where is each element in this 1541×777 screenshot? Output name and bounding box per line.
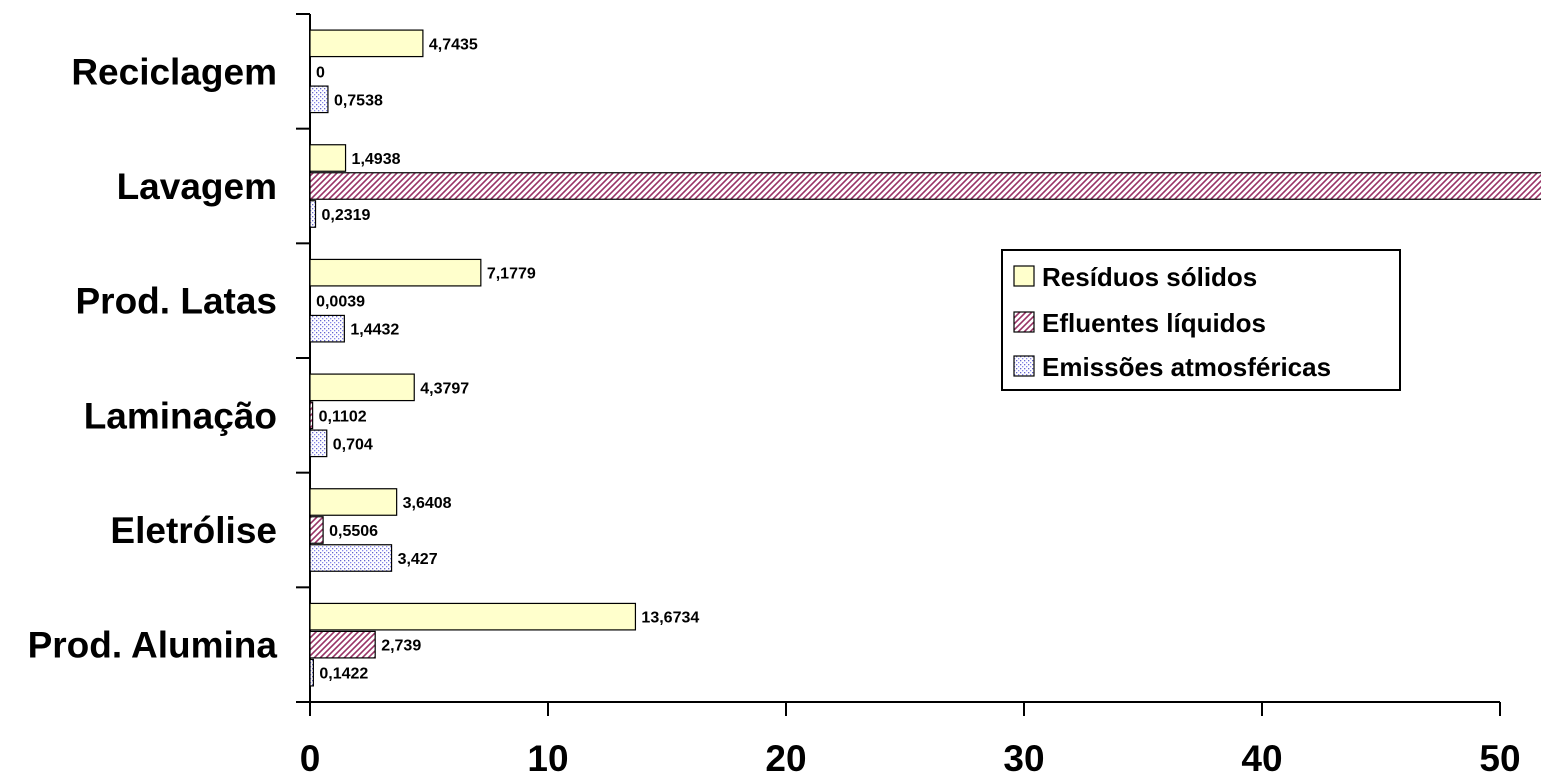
legend-label-series-0: Resíduos sólidos <box>1042 262 1257 292</box>
data-label: 3,427 <box>398 551 438 568</box>
bar <box>309 630 376 659</box>
data-label: 0,2319 <box>322 207 371 224</box>
bar <box>309 172 1541 200</box>
bar <box>309 314 345 343</box>
bar <box>309 602 637 631</box>
data-label: 1,4938 <box>352 151 401 168</box>
data-label: 0,1422 <box>319 666 368 683</box>
data-label: 0,5506 <box>329 523 378 540</box>
legend-box <box>1001 249 1401 391</box>
legend-label-series-1: Efluentes líquidos <box>1042 308 1266 338</box>
axes <box>296 13 1501 716</box>
bar <box>309 544 393 572</box>
data-label: 0,0039 <box>316 294 365 311</box>
bar <box>309 200 317 228</box>
category-label: Laminação <box>84 395 277 436</box>
data-label: 0,1102 <box>319 408 367 425</box>
data-label: 0,7538 <box>334 92 383 109</box>
category-label: Reciclagem <box>71 51 277 92</box>
data-label: 0,704 <box>333 436 373 453</box>
legend-swatch-series-2 <box>1013 355 1035 377</box>
data-label: 1,4432 <box>350 322 399 339</box>
category-label: Lavagem <box>117 166 277 207</box>
x-tick-label: 40 <box>1241 738 1282 777</box>
bar <box>309 658 314 687</box>
bar <box>309 373 415 402</box>
data-label: 2,739 <box>381 638 421 655</box>
category-label: Eletrólise <box>110 510 277 551</box>
bar <box>309 429 328 458</box>
bar <box>309 29 424 58</box>
x-tick-label: 0 <box>300 738 321 777</box>
data-label: 13,6734 <box>641 610 699 627</box>
data-label: 0 <box>316 64 325 81</box>
bar <box>309 488 398 516</box>
category-label: Prod. Latas <box>76 281 278 322</box>
bar <box>309 144 347 172</box>
data-label: 3,6408 <box>403 495 452 512</box>
bars <box>309 29 1541 687</box>
data-label: 7,1779 <box>487 266 536 283</box>
x-tick-labels: 0 10 20 30 40 50 <box>300 738 1521 777</box>
bar <box>309 516 324 544</box>
data-label: 4,3797 <box>420 380 469 397</box>
data-label: 4,7435 <box>429 36 478 53</box>
x-tick-label: 50 <box>1479 738 1520 777</box>
bar <box>309 258 482 287</box>
x-tick-label: 10 <box>527 738 568 777</box>
data-labels: 13,6734 2,739 0,1422 3,6408 0,5506 3,427 4,379… <box>316 36 699 682</box>
category-label: Prod. Alumina <box>28 625 278 666</box>
bar <box>309 401 314 430</box>
legend-label-series-2: Emissões atmosféricas <box>1042 352 1331 382</box>
legend-swatch-series-0 <box>1013 265 1035 287</box>
x-tick-label: 30 <box>1003 738 1044 777</box>
x-tick-label: 20 <box>765 738 806 777</box>
category-labels: Prod. Alumina Eletrólise Laminação Prod. La… <box>28 51 278 665</box>
bar <box>309 85 329 114</box>
legend-swatch-series-1 <box>1013 311 1035 333</box>
legend: Resíduos sólidos Efluentes líquidos Emis… <box>1001 249 1401 391</box>
